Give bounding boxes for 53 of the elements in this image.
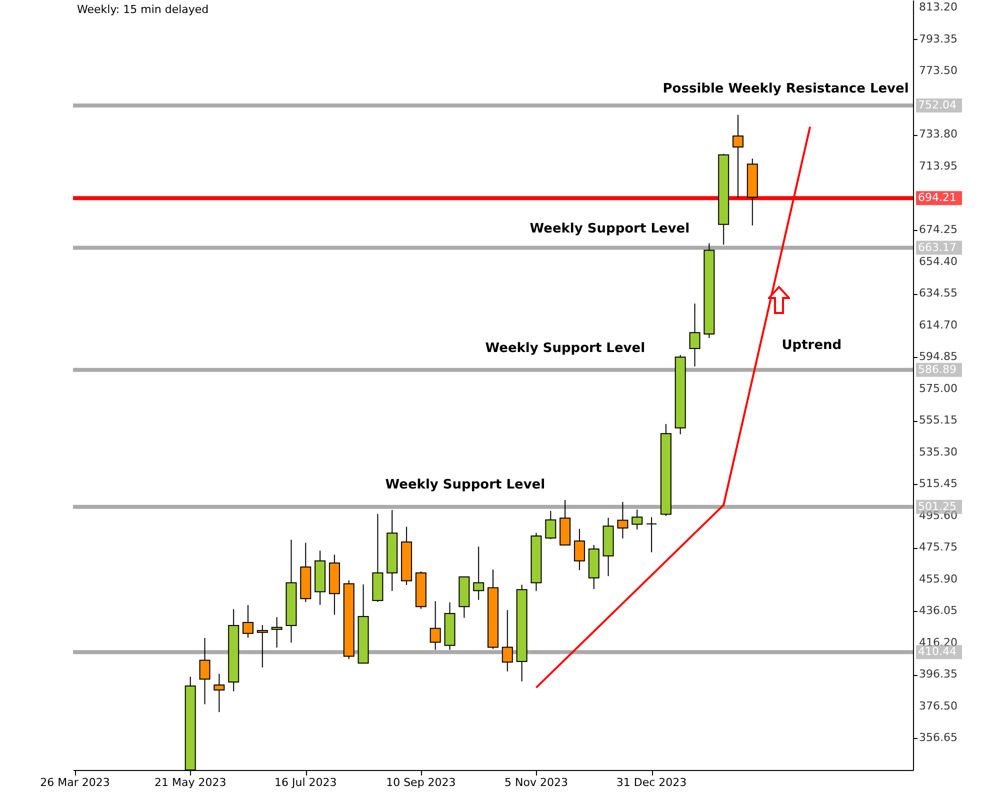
x-tick-label: 21 May 2023 — [154, 776, 226, 789]
y-tick-label: 773.50 — [919, 64, 958, 78]
y-tick-label: 356.65 — [919, 731, 958, 744]
y-tick-label: 634.55 — [919, 286, 958, 300]
annotation: Weekly Support Level — [530, 222, 690, 237]
annotation: Weekly Support Level — [485, 341, 646, 356]
candlestick — [617, 501, 628, 539]
y-tick-label: 555.15 — [919, 414, 958, 427]
candlestick — [214, 673, 225, 713]
ref-line-label: 410.44 — [918, 645, 956, 658]
y-tick-label: 495.60 — [919, 508, 958, 522]
chart-title: Weekly: 15 min delayed — [77, 3, 209, 16]
y-tick-label: 515.45 — [919, 477, 958, 490]
ref-line-label: 586.89 — [918, 362, 956, 376]
y-tick-label: 376.50 — [919, 699, 958, 712]
y-tick-label: 535.30 — [919, 445, 958, 458]
x-tick-label: 26 Mar 2023 — [40, 776, 110, 789]
candlestick — [271, 616, 282, 648]
candlestick — [689, 303, 700, 367]
annotation: Possible Weekly Resistance Level — [662, 82, 909, 97]
y-tick-label: 594.85 — [919, 350, 958, 364]
candlestick — [430, 600, 441, 650]
x-tick-label: 10 Sep 2023 — [386, 776, 456, 789]
x-tick-label: 16 Jul 2023 — [274, 776, 337, 789]
annotation: Uptrend — [782, 338, 842, 353]
candlestick — [545, 510, 556, 540]
candlestick — [732, 114, 744, 198]
x-tick-label: 5 Nov 2023 — [504, 776, 568, 789]
y-tick-label: 793.35 — [919, 32, 958, 46]
y-tick-label: 813.20 — [919, 0, 958, 14]
x-tick-label: 31 Dec 2023 — [616, 776, 687, 789]
y-tick-label: 436.05 — [919, 604, 958, 618]
y-tick-label: 396.35 — [919, 668, 958, 681]
y-tick-label: 614.70 — [919, 318, 958, 332]
y-tick-label: 654.40 — [919, 254, 958, 268]
y-tick-label: 455.90 — [919, 572, 958, 586]
candlestick — [199, 637, 210, 705]
candlestick — [256, 624, 268, 668]
y-tick-label: 475.75 — [919, 540, 958, 554]
candlestick — [632, 509, 643, 530]
candlestick — [242, 604, 254, 638]
annotation: Weekly Support Level — [385, 477, 546, 492]
candlestick — [574, 528, 585, 571]
ref-line-label: 694.21 — [918, 191, 956, 204]
y-tick-label: 674.25 — [919, 223, 958, 236]
candlestick — [473, 546, 484, 600]
candlestick — [646, 516, 658, 553]
ref-line-label: 663.17 — [918, 240, 956, 254]
candlestick — [502, 610, 513, 672]
y-tick-label: 575.00 — [919, 382, 958, 395]
ref-line-label: 752.04 — [918, 98, 956, 112]
y-tick-label: 713.95 — [919, 159, 958, 172]
y-tick-label: 733.80 — [919, 128, 958, 141]
